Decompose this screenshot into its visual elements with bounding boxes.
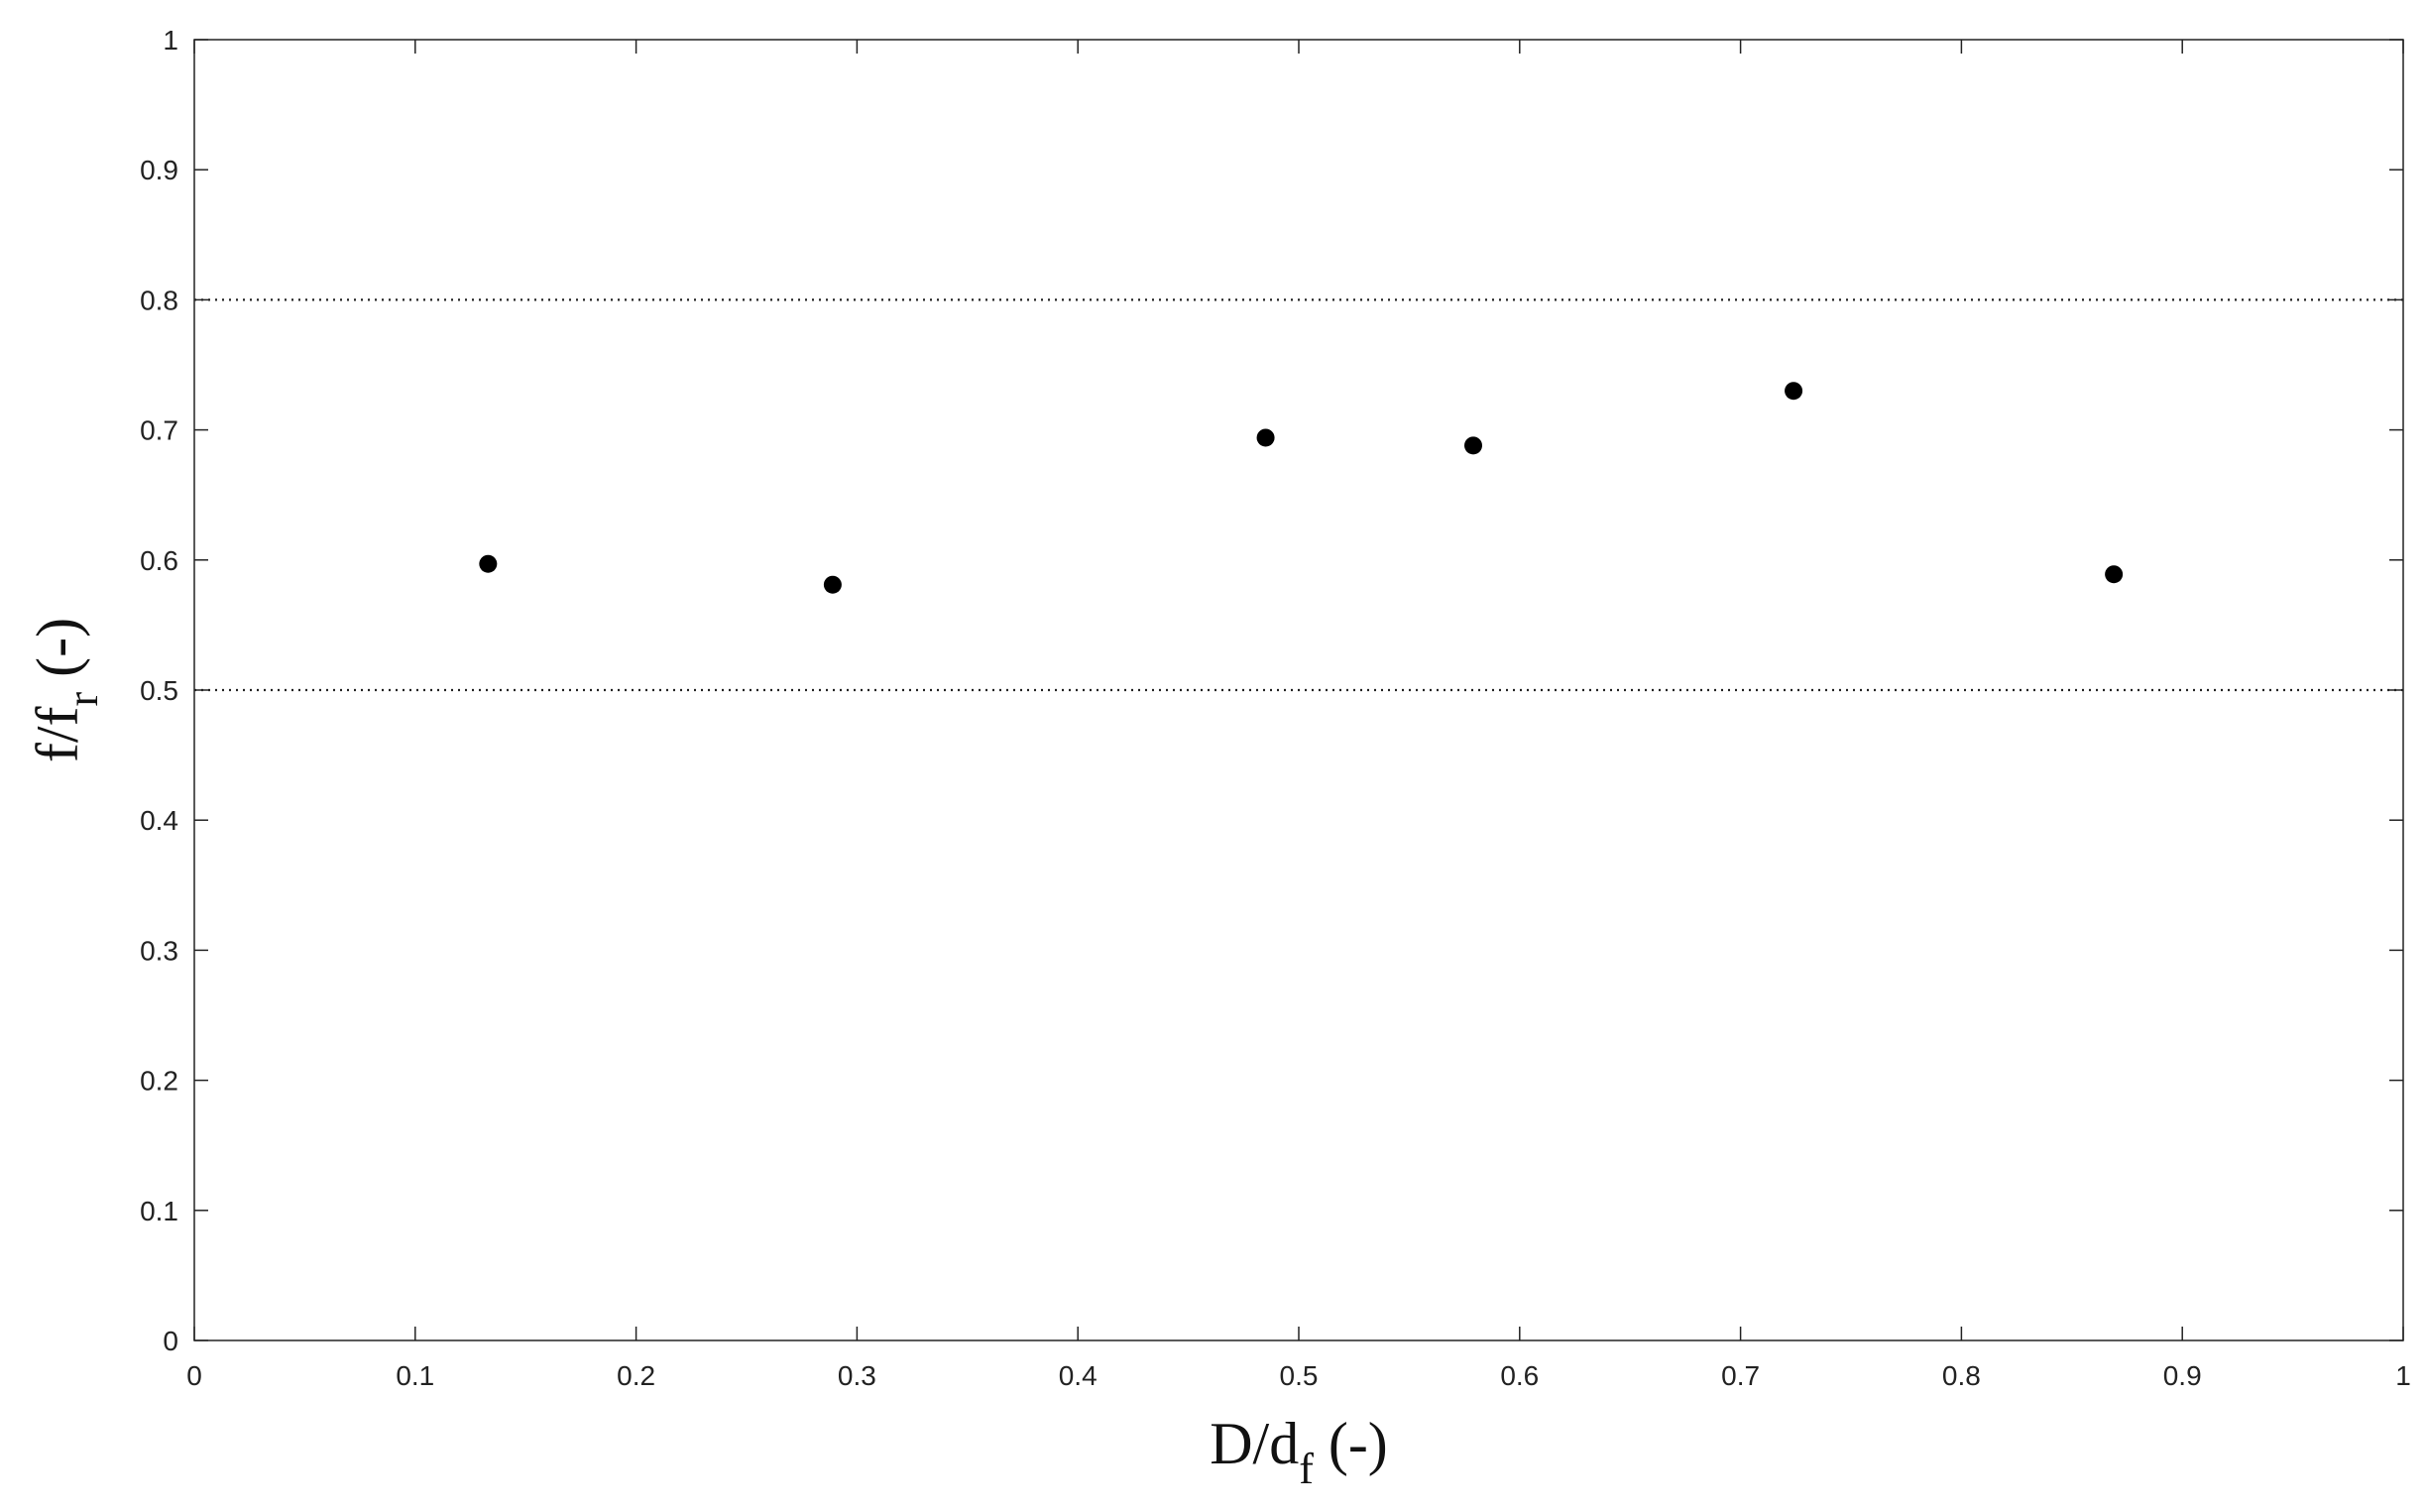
plot-area-frame <box>193 39 2404 1341</box>
y-tick-label: 0.5 <box>140 675 178 706</box>
x-axis-title-suffix: (-) <box>1314 1411 1388 1476</box>
x-axis-title: D/df (-) <box>1210 1411 1388 1493</box>
y-tick-label: 0.1 <box>140 1196 178 1226</box>
x-tick-label: 1 <box>2395 1360 2411 1391</box>
data-point <box>1464 436 1483 455</box>
y-tick-label: 0.4 <box>140 805 178 836</box>
x-tick-label: 0.2 <box>617 1360 655 1391</box>
x-tick-label: 0.3 <box>838 1360 876 1391</box>
data-point <box>1256 428 1275 447</box>
data-point <box>479 554 498 573</box>
y-tick-label: 0.7 <box>140 415 178 446</box>
x-tick-label: 0.5 <box>1280 1360 1319 1391</box>
x-tick-label: 0.4 <box>1059 1360 1098 1391</box>
x-tick-label: 0.1 <box>396 1360 434 1391</box>
y-tick-label: 0.2 <box>140 1066 178 1097</box>
y-tick-label: 0.6 <box>140 545 178 576</box>
x-tick-label: 0.6 <box>1500 1360 1539 1391</box>
y-tick-label: 0.8 <box>140 285 178 315</box>
y-tick-label: 1 <box>163 25 178 56</box>
x-tick-label: 0.8 <box>1942 1360 1981 1391</box>
y-axis-title-suffix: (-) <box>25 618 90 692</box>
data-point <box>2105 565 2124 584</box>
y-tick-label: 0 <box>163 1326 178 1356</box>
x-tick-label: 0 <box>186 1360 202 1391</box>
y-tick-labels: 0 0.1 0.2 0.3 0.4 0.5 0.6 0.7 0.8 0.9 1 <box>140 25 178 1356</box>
y-tick-label: 0.3 <box>140 935 178 966</box>
data-points <box>479 382 2124 594</box>
x-tick-label: 0.9 <box>2163 1360 2202 1391</box>
x-tick-label: 0.7 <box>1721 1360 1760 1391</box>
y-axis-title-main: f/f <box>25 706 90 762</box>
x-axis-title-subscript: f <box>1299 1445 1314 1493</box>
data-point <box>823 575 842 594</box>
y-axis-title: f/fr (-) <box>25 618 107 762</box>
y-tick-label: 0.9 <box>140 155 178 185</box>
reference-lines <box>194 298 2403 692</box>
x-tick-labels: 0 0.1 0.2 0.3 0.4 0.5 0.6 0.7 0.8 0.9 1 <box>186 1360 2411 1391</box>
data-point <box>1785 382 1803 401</box>
x-axis-title-main: D/d <box>1210 1411 1299 1476</box>
y-axis-title-subscript: r <box>58 691 107 706</box>
